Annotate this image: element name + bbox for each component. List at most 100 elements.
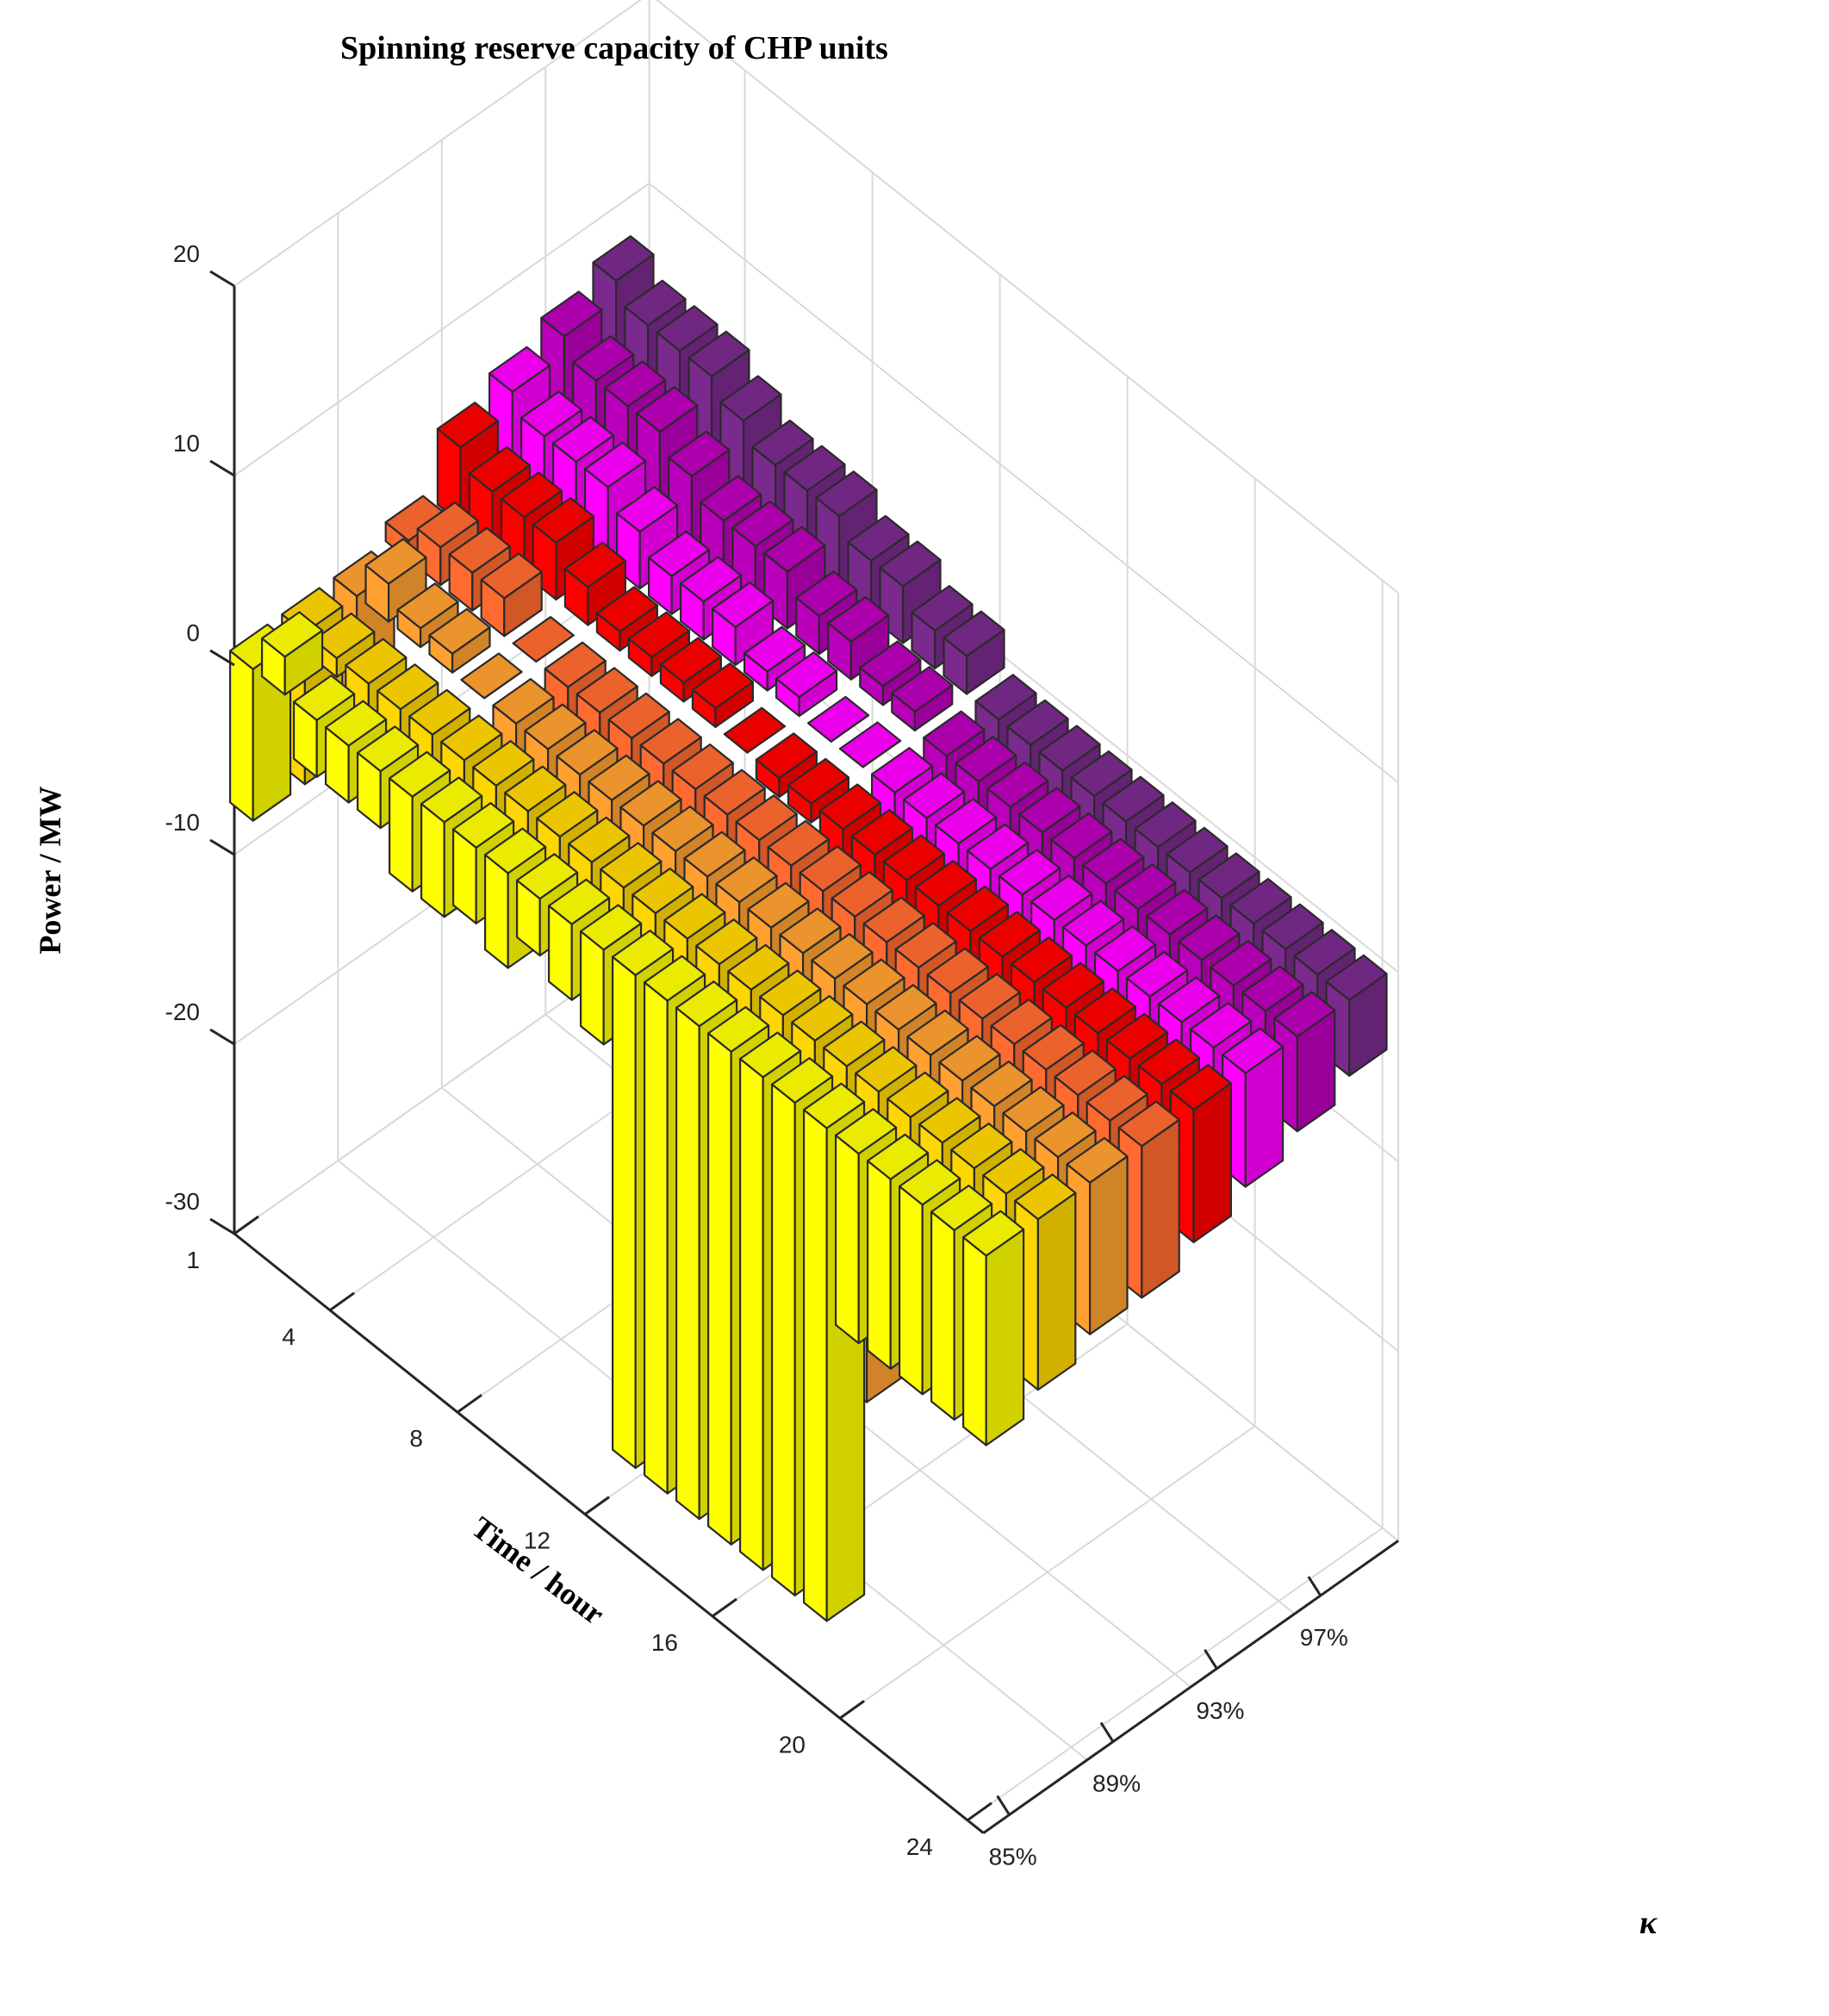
- bar-top-face: [683, 831, 746, 878]
- bar-top-face: [588, 754, 650, 801]
- z-tick-label: -10: [165, 809, 200, 836]
- bar-top-face: [791, 994, 854, 1042]
- bar: [261, 611, 324, 696]
- bar-top-face: [1198, 852, 1260, 899]
- bar-top-face: [1014, 1173, 1077, 1221]
- bar-top-face: [731, 500, 794, 548]
- y-tick-label: 93%: [1196, 1697, 1244, 1724]
- grid-line-z-5: [233, 0, 1399, 594]
- bar-top-face: [624, 279, 687, 327]
- bar-top-face: [923, 710, 986, 757]
- bar-top-face: [974, 674, 1037, 721]
- bar-top-face: [870, 746, 934, 794]
- bar-top-face: [815, 470, 878, 518]
- bar: [775, 651, 838, 718]
- bar-top-face: [738, 1031, 802, 1079]
- bar-top-face: [1221, 1027, 1285, 1074]
- bar-top-face: [1093, 925, 1157, 973]
- bar-top-face: [838, 721, 902, 768]
- bar-top-face: [1125, 950, 1189, 998]
- bar-top-face: [806, 695, 870, 743]
- bar-top-face: [1006, 699, 1069, 746]
- bar-top-face: [1114, 863, 1177, 911]
- bar-top-face: [723, 706, 787, 754]
- bar-top-face: [795, 570, 858, 618]
- grid-line-t-5: [839, 478, 1256, 1720]
- bar-front-face: [483, 854, 509, 969]
- bar-top-face: [451, 801, 515, 849]
- bar: [723, 706, 787, 754]
- bar-top-face: [755, 732, 818, 780]
- bar-front-face: [611, 955, 637, 1470]
- bar-top-face: [970, 1060, 1033, 1108]
- bar-front-face: [579, 930, 605, 1046]
- bar-top-face: [408, 688, 471, 736]
- bar-top-face: [468, 445, 532, 493]
- bar-top-face: [1134, 801, 1197, 849]
- bar-top-face: [911, 584, 974, 632]
- bar-top-face: [823, 1020, 886, 1067]
- bar-front-face: [643, 981, 669, 1495]
- bar-top-face: [536, 791, 599, 838]
- x-tick-label: 24: [906, 1833, 933, 1860]
- bar-top-face: [859, 640, 922, 688]
- bar-top-face: [396, 582, 459, 630]
- bar-top-face: [874, 984, 937, 1031]
- bar-top-face: [568, 816, 631, 863]
- bar-top-face: [1189, 1001, 1253, 1049]
- bar-top-face: [575, 667, 638, 714]
- bar-top-face: [978, 911, 1042, 958]
- x-tick-mark: [233, 1215, 259, 1235]
- bar-top-face: [906, 1009, 969, 1056]
- bar-front-face: [738, 1057, 764, 1571]
- bar-top-face: [958, 973, 1021, 1020]
- y-tick-mark: [1204, 1648, 1218, 1670]
- bar-top-face: [930, 1184, 993, 1232]
- bar-top-face: [492, 677, 555, 725]
- bar-top-face: [811, 932, 874, 980]
- bar-top-face: [1070, 750, 1133, 798]
- bar: [961, 1210, 1025, 1447]
- bar-top-face: [843, 958, 905, 1005]
- bar-top-face: [313, 612, 376, 660]
- y-tick-mark: [1307, 1576, 1322, 1596]
- bar-top-face: [1325, 954, 1388, 1001]
- bar-front-face: [898, 1185, 924, 1396]
- bar-top-face: [647, 530, 711, 577]
- bar-top-face: [706, 1005, 770, 1053]
- bar-top-face: [671, 743, 734, 791]
- bar: [838, 721, 902, 768]
- bar-top-face: [850, 808, 914, 856]
- bar-top-face: [938, 1035, 1001, 1082]
- bar-top-face: [592, 235, 655, 282]
- bar-top-face: [827, 595, 890, 643]
- bar-top-face: [500, 471, 563, 519]
- x-axis-line: [233, 1232, 985, 1834]
- bar-side-face: [1192, 1082, 1233, 1244]
- bar-top-face: [1082, 837, 1145, 885]
- bar-top-face: [914, 860, 978, 907]
- bar-top-face: [261, 611, 324, 658]
- bar-top-face: [918, 1097, 981, 1144]
- bar-top-face: [926, 947, 989, 994]
- bar: [806, 695, 870, 743]
- bar-top-face: [1146, 888, 1209, 936]
- bar-front-face: [229, 650, 254, 822]
- bar-top-face: [779, 907, 842, 955]
- bar-top-face: [1229, 877, 1292, 925]
- y-tick-label: 89%: [1092, 1770, 1141, 1797]
- bar: [711, 581, 775, 667]
- bar-top-face: [1261, 903, 1324, 950]
- bar-top-face: [488, 345, 551, 393]
- bar-top-face: [891, 665, 954, 713]
- z-tick-label: 10: [173, 430, 200, 457]
- bar-top-face: [524, 703, 587, 750]
- bar-top-face: [763, 526, 826, 573]
- bar-top-face: [611, 929, 675, 977]
- bar-top-face: [855, 1046, 918, 1093]
- y-tick-label: 85%: [989, 1843, 1037, 1870]
- bar-front-face: [834, 1134, 860, 1345]
- bar-top-face: [1022, 1024, 1085, 1071]
- bar-top-face: [802, 1082, 866, 1129]
